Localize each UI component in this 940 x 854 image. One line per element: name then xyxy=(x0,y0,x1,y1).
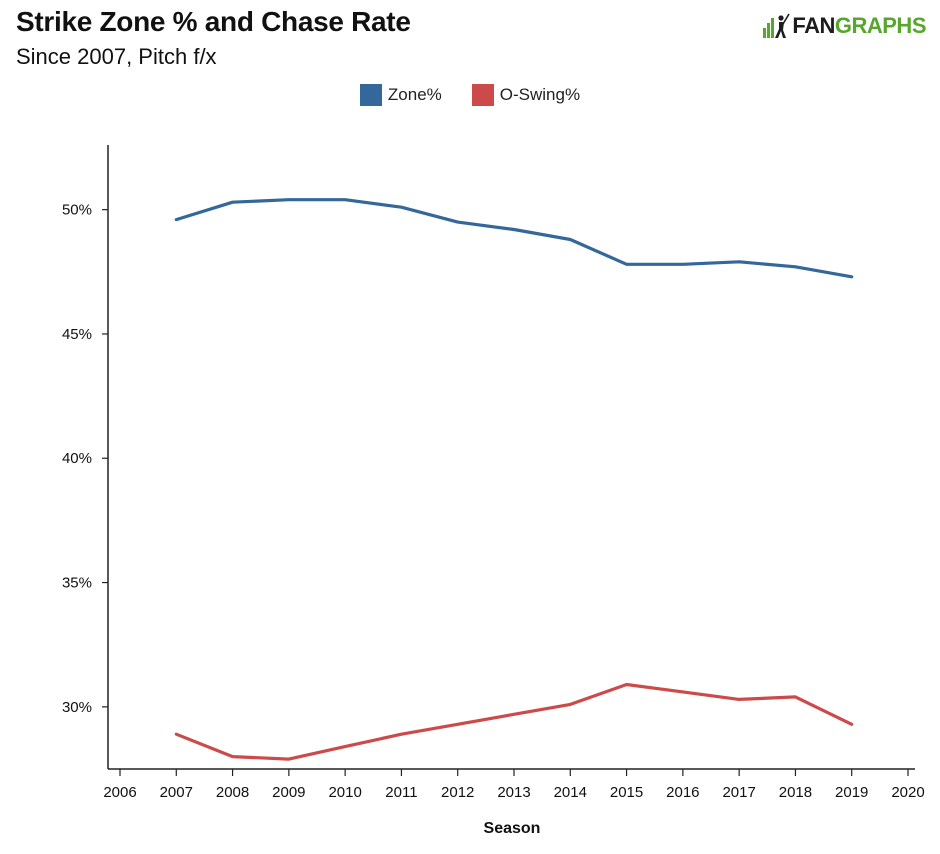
chart-legend: Zone% O-Swing% xyxy=(0,84,940,106)
y-tick-label: 45% xyxy=(62,326,92,343)
zone-pct-line xyxy=(174,198,854,279)
x-tick-label: 2007 xyxy=(160,784,193,801)
legend-label-zone: Zone% xyxy=(387,85,442,104)
o-swing-pct-line xyxy=(174,682,854,761)
legend-swatch-zone xyxy=(359,84,382,106)
y-tick-label: 50% xyxy=(62,202,92,219)
y-tick-label: 35% xyxy=(62,575,92,592)
fangraphs-logo: FAN GRAPHS xyxy=(762,12,927,40)
legend-swatch-oswing xyxy=(471,84,494,106)
batter-icon xyxy=(763,13,791,38)
x-tick-label: 2015 xyxy=(610,784,643,801)
x-tick-label: 2012 xyxy=(441,784,474,801)
chart-series xyxy=(174,198,854,761)
x-tick-label: 2009 xyxy=(272,784,305,801)
x-tick-label: 2018 xyxy=(779,784,812,801)
x-tick-label: 2020 xyxy=(891,784,924,801)
chart-subtitle: Since 2007, Pitch f/x xyxy=(16,44,217,69)
x-tick-label: 2008 xyxy=(216,784,249,801)
chart-axes: 30% 35% 40% 45% 50% 2006 2007 2008 2009 2010 2011 2… xyxy=(62,145,925,801)
legend-item-zone: Zone% xyxy=(359,84,442,106)
chart-title: Strike Zone % and Chase Rate xyxy=(16,6,411,37)
x-axis-title: Season xyxy=(484,820,541,837)
logo-text-graphs: GRAPHS xyxy=(834,13,927,38)
x-tick-label: 2013 xyxy=(497,784,530,801)
y-tick-label: 30% xyxy=(62,699,92,716)
x-tick-label: 2014 xyxy=(554,784,587,801)
legend-label-oswing: O-Swing% xyxy=(499,85,581,104)
x-tick-label: 2006 xyxy=(103,784,136,801)
logo-text-fan: FAN xyxy=(792,13,835,38)
x-tick-label: 2010 xyxy=(328,784,361,801)
x-tick-label: 2016 xyxy=(666,784,699,801)
y-tick-label: 40% xyxy=(62,450,92,467)
x-tick-label: 2011 xyxy=(385,784,417,801)
x-tick-label: 2017 xyxy=(722,784,755,801)
legend-item-oswing: O-Swing% xyxy=(471,84,581,106)
x-tick-label: 2019 xyxy=(835,784,868,801)
